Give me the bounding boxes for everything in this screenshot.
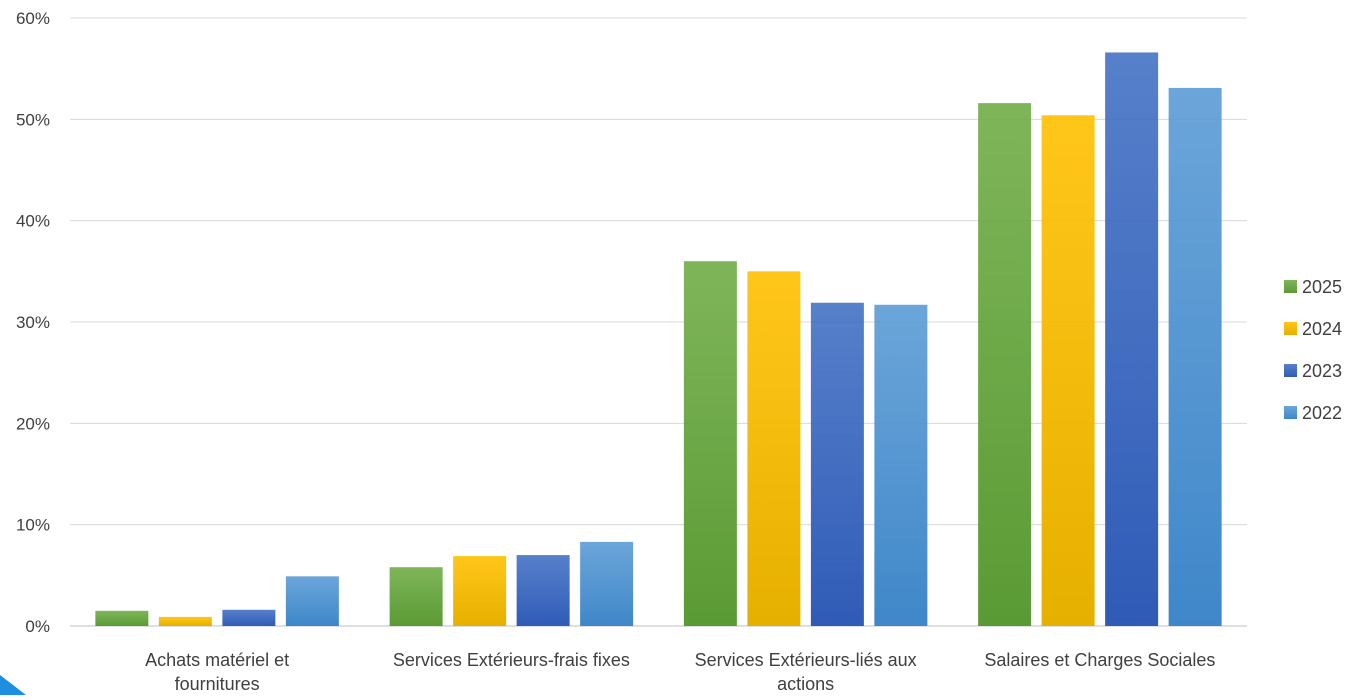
legend-swatch-2025 xyxy=(1284,280,1297,293)
y-tick-label: 50% xyxy=(16,110,50,129)
corner-accent-shape xyxy=(0,675,26,695)
legend-label-2024: 2024 xyxy=(1302,319,1342,339)
legend-label-2023: 2023 xyxy=(1302,361,1342,381)
bar-2024-category-0 xyxy=(158,616,212,626)
y-tick-label: 10% xyxy=(16,516,50,535)
bars xyxy=(95,52,1222,627)
bar-2023-category-2 xyxy=(810,302,864,626)
bar-2023-category-0 xyxy=(222,609,276,626)
x-category-label: Achats matériel et xyxy=(145,650,289,670)
x-axis-category-labels: Achats matériel et fournitures Services Ex… xyxy=(145,650,1215,694)
legend-swatch-2024 xyxy=(1284,322,1297,335)
bar-2025-category-2 xyxy=(683,261,737,626)
y-tick-label: 60% xyxy=(16,9,50,28)
bar-2022-category-0 xyxy=(285,576,339,626)
bar-2025-category-0 xyxy=(95,610,149,626)
bar-2022-category-3 xyxy=(1168,87,1222,627)
y-axis-tick-labels: 0% 10% 20% 30% 40% 50% 60% xyxy=(16,9,50,636)
x-category-label: actions xyxy=(777,674,834,694)
bar-2023-category-3 xyxy=(1105,52,1159,627)
x-category-label: Salaires et Charges Sociales xyxy=(984,650,1215,670)
bar-2023-category-1 xyxy=(516,555,570,626)
x-category-label: Services Extérieurs-liés aux xyxy=(695,650,917,670)
legend-label-2025: 2025 xyxy=(1302,277,1342,297)
bar-2024-category-3 xyxy=(1041,115,1095,626)
legend: 2025 2024 2023 2022 xyxy=(1284,277,1342,423)
y-tick-label: 0% xyxy=(25,617,50,636)
bar-2022-category-1 xyxy=(580,541,634,626)
bar-2024-category-1 xyxy=(453,556,507,626)
legend-label-2022: 2022 xyxy=(1302,403,1342,423)
bar-2025-category-1 xyxy=(389,567,443,626)
bar-2022-category-2 xyxy=(874,304,928,626)
bar-2024-category-2 xyxy=(747,271,801,626)
y-tick-label: 40% xyxy=(16,212,50,231)
legend-swatch-2023 xyxy=(1284,364,1297,377)
bar-2025-category-3 xyxy=(978,103,1032,627)
x-category-label: Services Extérieurs-frais fixes xyxy=(393,650,630,670)
gridlines xyxy=(70,17,1247,627)
legend-swatch-2022 xyxy=(1284,406,1297,419)
y-tick-label: 20% xyxy=(16,414,50,433)
y-tick-label: 30% xyxy=(16,313,50,332)
x-category-label: fournitures xyxy=(175,674,260,694)
